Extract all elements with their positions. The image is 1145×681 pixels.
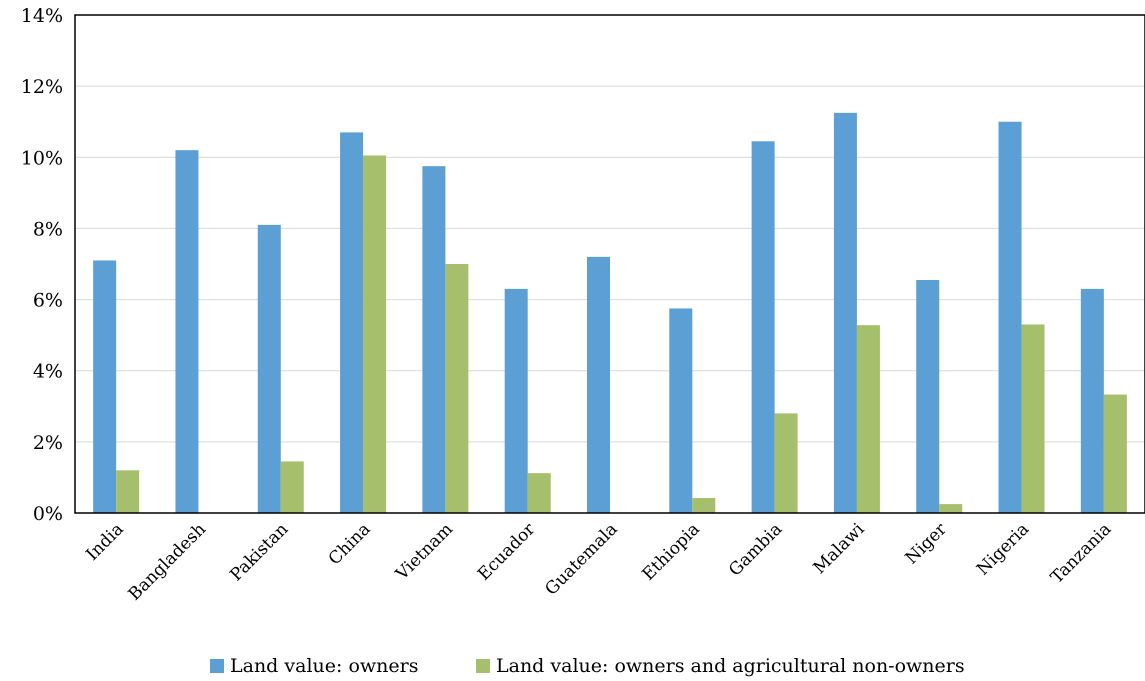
- bar-owners: [669, 308, 693, 513]
- y-tick-label: 6%: [33, 290, 63, 312]
- x-tick-label: Gambia: [725, 519, 786, 580]
- bar-owners-and-non-owners: [445, 264, 469, 513]
- x-tick-label: India: [82, 519, 127, 564]
- bar-owners: [1080, 288, 1104, 513]
- bar-owners: [175, 150, 199, 513]
- bar-owners-and-non-owners: [1103, 394, 1127, 513]
- bar-owners: [422, 166, 446, 513]
- x-tick-label: China: [325, 519, 375, 569]
- bar-owners-and-non-owners: [692, 498, 716, 513]
- legend-label: Land value: owners: [230, 655, 418, 677]
- y-tick-label: 8%: [33, 218, 63, 240]
- bar-owners: [916, 280, 940, 513]
- y-tick-label: 2%: [33, 432, 63, 454]
- y-tick-label: 10%: [21, 147, 63, 169]
- x-tick-label: Pakistan: [226, 519, 292, 585]
- x-tick-label: Bangladesh: [125, 519, 210, 604]
- bar-owners-and-non-owners: [1021, 324, 1045, 513]
- x-tick-label: Tanzania: [1047, 519, 1115, 587]
- legend-label: Land value: owners and agricultural non-…: [496, 655, 965, 677]
- x-tick-label: Ecuador: [474, 519, 540, 585]
- x-tick-label: Ethiopia: [639, 519, 704, 584]
- y-tick-label: 14%: [21, 5, 63, 27]
- bar-owners-and-non-owners: [116, 470, 140, 513]
- bar-owners-and-non-owners: [774, 413, 798, 513]
- bar-owners: [504, 288, 528, 513]
- y-tick-label: 12%: [21, 76, 63, 98]
- bar-owners: [833, 112, 857, 514]
- bar-owners: [751, 141, 775, 513]
- bar-owners-and-non-owners: [363, 155, 387, 513]
- x-tick-label: Guatemala: [541, 519, 621, 599]
- bar-owners: [340, 132, 364, 513]
- x-tick-label: Vietnam: [392, 519, 457, 584]
- bar-owners-and-non-owners: [527, 473, 551, 513]
- bar-owners: [257, 224, 281, 513]
- x-tick-label: Niger: [902, 519, 952, 569]
- bar-owners-and-non-owners: [939, 504, 963, 513]
- legend-swatch: [476, 659, 490, 673]
- legend: Land value: owners Land value: owners and…: [210, 655, 965, 677]
- x-tick-label: Malawi: [810, 519, 869, 578]
- y-axis-ticks: 0% 2% 4% 6% 8% 10% 12% 14%: [21, 5, 63, 525]
- x-tick-label: Nigeria: [973, 519, 1033, 579]
- y-tick-label: 0%: [33, 503, 63, 525]
- plot-frame: [74, 14, 1145, 514]
- bars: [93, 112, 1127, 514]
- bar-owners: [93, 260, 117, 513]
- bar-owners-and-non-owners: [280, 461, 304, 513]
- bar-owners: [587, 256, 610, 513]
- bar-owners-and-non-owners: [856, 325, 880, 513]
- bar-owners: [998, 121, 1022, 513]
- legend-swatch: [210, 659, 224, 673]
- y-tick-label: 4%: [33, 361, 63, 383]
